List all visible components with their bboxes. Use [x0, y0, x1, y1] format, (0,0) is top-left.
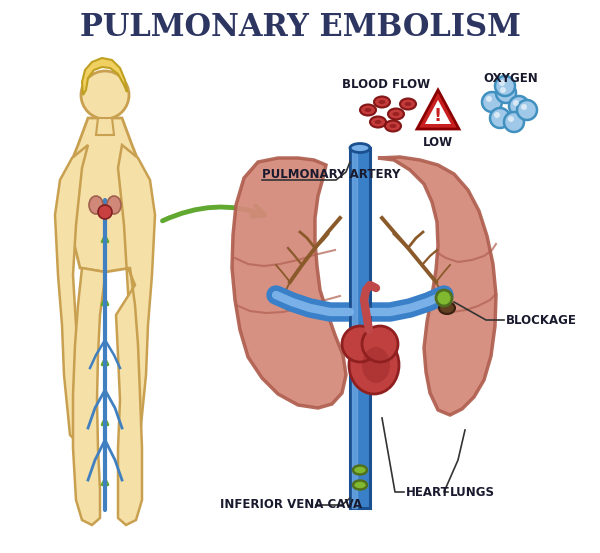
Polygon shape: [70, 118, 140, 272]
Circle shape: [513, 100, 519, 106]
Ellipse shape: [89, 196, 103, 214]
Ellipse shape: [388, 108, 404, 119]
Ellipse shape: [400, 98, 416, 109]
Circle shape: [496, 83, 516, 103]
Text: INFERIOR VENA CAVA: INFERIOR VENA CAVA: [220, 498, 362, 512]
Circle shape: [517, 100, 537, 120]
Circle shape: [490, 108, 510, 128]
Polygon shape: [378, 157, 496, 415]
Ellipse shape: [379, 100, 386, 104]
Ellipse shape: [392, 112, 400, 116]
Circle shape: [81, 71, 129, 119]
Text: PULMONARY EMBOLISM: PULMONARY EMBOLISM: [80, 13, 520, 44]
Polygon shape: [82, 58, 127, 95]
Circle shape: [486, 96, 492, 102]
Ellipse shape: [404, 102, 412, 106]
Ellipse shape: [365, 108, 371, 112]
Text: BLOCKAGE: BLOCKAGE: [506, 314, 577, 326]
Ellipse shape: [353, 466, 367, 474]
Ellipse shape: [362, 347, 390, 383]
Text: HEART: HEART: [406, 486, 450, 498]
Ellipse shape: [349, 336, 399, 394]
Circle shape: [521, 104, 527, 110]
Text: OXYGEN: OXYGEN: [484, 71, 538, 85]
Polygon shape: [55, 145, 88, 440]
Text: !: !: [434, 107, 442, 125]
Circle shape: [495, 76, 515, 96]
Polygon shape: [232, 158, 346, 408]
Polygon shape: [73, 268, 105, 525]
Ellipse shape: [360, 105, 376, 116]
Ellipse shape: [107, 196, 121, 214]
Circle shape: [482, 92, 502, 112]
Ellipse shape: [374, 97, 390, 107]
Ellipse shape: [385, 121, 401, 132]
Polygon shape: [425, 100, 451, 124]
Text: LOW: LOW: [423, 137, 453, 149]
Text: PULMONARY ARTERY: PULMONARY ARTERY: [262, 169, 400, 181]
Polygon shape: [417, 90, 459, 129]
Ellipse shape: [370, 117, 386, 128]
Circle shape: [436, 290, 452, 306]
Circle shape: [504, 112, 524, 132]
Circle shape: [342, 326, 378, 362]
Ellipse shape: [374, 120, 382, 124]
Ellipse shape: [350, 143, 370, 153]
Circle shape: [499, 80, 505, 86]
Circle shape: [508, 116, 514, 122]
Circle shape: [509, 96, 529, 116]
Polygon shape: [118, 145, 155, 440]
Ellipse shape: [389, 124, 397, 128]
Polygon shape: [116, 268, 142, 525]
Ellipse shape: [353, 481, 367, 489]
Circle shape: [494, 112, 500, 118]
Circle shape: [98, 205, 112, 219]
Polygon shape: [96, 118, 114, 135]
Text: BLOOD FLOW: BLOOD FLOW: [342, 77, 430, 91]
Circle shape: [362, 326, 398, 362]
Text: LUNGS: LUNGS: [450, 486, 495, 498]
Ellipse shape: [439, 302, 455, 314]
Polygon shape: [350, 148, 370, 508]
Circle shape: [500, 87, 506, 93]
